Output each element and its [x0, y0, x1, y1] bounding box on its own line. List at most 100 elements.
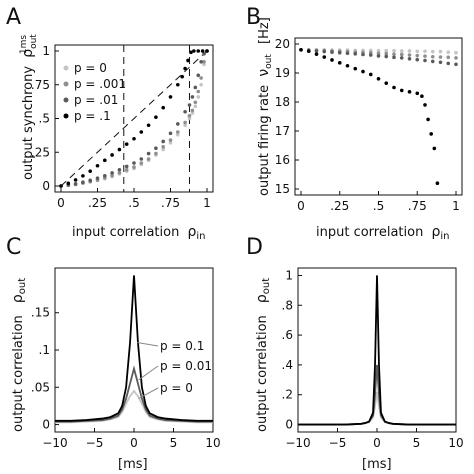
panel-a-data-point	[139, 161, 144, 165]
panel-a-diagonal-reference	[60, 50, 208, 187]
panel-b-data-point	[432, 146, 437, 151]
panel-b-xlabel: input correlation ρin	[316, 224, 449, 242]
panel-b-data-point	[430, 49, 435, 54]
panel-b-data-point	[337, 50, 342, 55]
panel-c-ytick-label: .1	[39, 343, 50, 357]
panel-b-data-point	[423, 103, 427, 107]
panel-b-data-point	[392, 85, 396, 90]
panel-letter-c: C	[6, 235, 21, 260]
panel-a-data-point	[190, 108, 195, 113]
panel-letter-d: D	[246, 235, 263, 260]
panel-b-data-point	[423, 54, 427, 58]
panel-c-ytick-label: 0	[42, 418, 50, 432]
panel-b-data-point	[322, 55, 327, 59]
panel-a-data-point	[95, 163, 100, 168]
panel-a-data-point	[95, 176, 100, 180]
panel-a-data-point	[103, 173, 107, 178]
panel-c-xtick-label: −5	[86, 436, 104, 450]
panel-b-data-point	[407, 49, 412, 53]
panel-a-legend-label: p = .1	[74, 109, 111, 123]
panel-b-data-point	[384, 48, 389, 53]
panel-b-data-point	[399, 52, 404, 57]
panel-d-ytick-label: .2	[282, 388, 293, 402]
panel-b-data-point	[407, 56, 412, 61]
panel-a-data-point	[202, 60, 206, 64]
panel-letter-a: A	[6, 5, 21, 30]
panel-b-data-point	[330, 58, 334, 62]
panel-a-ytick-label: 0	[42, 179, 50, 193]
panel-d: −10 −5 0 5 10 0 .2 .4 .6 .8 1	[282, 267, 464, 450]
panel-a-data-point	[193, 104, 198, 109]
panel-a-data-point	[168, 95, 173, 99]
panel-a-data-point	[66, 181, 71, 186]
panel-a-data-point	[154, 151, 158, 156]
panel-b-data-point	[446, 61, 451, 66]
panel-a-data-point	[110, 173, 114, 178]
panel-b-data-point	[415, 91, 420, 96]
panel-a-data-point	[117, 168, 122, 172]
panel-b-xtick-label: 0	[297, 199, 305, 213]
panel-d-ylabel: output correlation ρout	[254, 278, 272, 432]
panel-a-data-point	[176, 130, 180, 134]
panel-a-data-point	[132, 165, 136, 169]
panel-b-data-point	[376, 51, 381, 56]
panel-a: 0 .25 .5 .75 1 0 .25 .5 .75 1 p = 0 p = .001 p = .01…	[31, 44, 214, 210]
panel-b-data-point	[314, 52, 319, 56]
panel-c-xtick-label: 0	[130, 436, 138, 450]
panel-b-data-point	[426, 117, 430, 122]
panel-a-xtick-label: .5	[128, 196, 139, 210]
panel-b: 0 .25 .5 .75 1 15 16 17 18 19 20	[275, 37, 463, 213]
panel-a-data-point	[200, 49, 205, 53]
panel-a-data-point	[187, 116, 192, 121]
panel-b-data-point	[384, 81, 389, 85]
panel-b-data-point	[353, 52, 358, 56]
panel-b-data-point	[314, 49, 319, 53]
panel-a-data-point	[146, 157, 151, 161]
panel-c-xtick-label: 5	[170, 436, 178, 450]
panel-a-data-point	[117, 171, 122, 175]
panel-b-data-point	[376, 77, 381, 81]
panel-b-data-point	[392, 48, 396, 53]
panel-a-data-point	[81, 180, 85, 185]
panel-a-data-point	[73, 182, 78, 186]
panel-b-frame	[294, 37, 463, 196]
panel-a-ylabel: output synchrony ρout1ms	[19, 34, 39, 180]
panel-c-xtick-label: −10	[42, 436, 67, 450]
panel-a-data-point	[59, 184, 63, 188]
panel-b-data-point	[368, 72, 373, 77]
panel-d-series-line	[298, 391, 456, 426]
panel-a-data-point	[132, 161, 136, 165]
panel-a-data-point	[81, 174, 85, 178]
panel-b-xtick-label: .75	[408, 199, 427, 213]
panel-c: −10 −5 0 5 10 0 .05 .1 .15 p = 0.1 p = 0.01 p = 0	[31, 267, 221, 450]
panel-letter-b: B	[246, 5, 261, 30]
panel-b-data-point	[368, 53, 373, 57]
panel-a-data-point	[176, 122, 180, 126]
panel-c-label-leader	[138, 387, 159, 399]
panel-a-data-point	[176, 82, 180, 87]
panel-b-data-point	[353, 66, 358, 71]
panel-b-data-point	[299, 48, 303, 52]
panel-b-data-point	[384, 51, 389, 56]
panel-a-data-point	[161, 145, 165, 149]
panel-b-data-point	[423, 49, 427, 54]
panel-a-legend-label: p = .001	[74, 77, 126, 91]
panel-b-data-point	[446, 55, 451, 60]
panel-a-data-point	[124, 142, 129, 146]
panel-a-legend-marker	[63, 113, 69, 119]
panel-a-data-point	[132, 136, 136, 141]
panel-a-data-point	[73, 178, 78, 182]
panel-a-data-point	[154, 115, 158, 119]
panel-b-data-point	[430, 59, 435, 64]
panel-a-data-point	[193, 100, 198, 105]
panel-b-data-point	[438, 55, 443, 59]
panel-c-xlabel: [ms]	[118, 457, 148, 472]
panel-d-xtick-label: −10	[285, 436, 310, 450]
panel-b-data-point	[415, 49, 420, 54]
panel-a-data-point	[168, 131, 173, 136]
panel-a-data-point	[205, 49, 209, 53]
panel-c-ytick-label: .15	[31, 306, 50, 320]
panel-a-data-point	[199, 60, 203, 64]
panel-b-data-point	[376, 54, 381, 58]
